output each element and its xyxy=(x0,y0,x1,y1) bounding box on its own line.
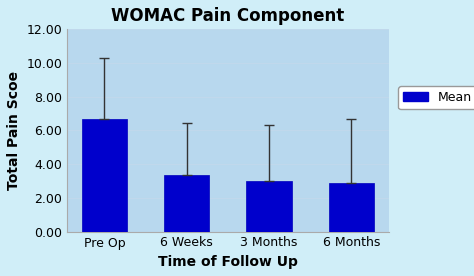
X-axis label: Time of Follow Up: Time of Follow Up xyxy=(158,255,298,269)
Title: WOMAC Pain Component: WOMAC Pain Component xyxy=(111,7,345,25)
Bar xyxy=(82,119,127,232)
Legend: Mean: Mean xyxy=(398,86,474,109)
Bar xyxy=(164,175,210,232)
Y-axis label: Total Pain Scoe: Total Pain Scoe xyxy=(7,71,21,190)
Bar xyxy=(329,183,374,232)
Bar xyxy=(246,181,292,232)
